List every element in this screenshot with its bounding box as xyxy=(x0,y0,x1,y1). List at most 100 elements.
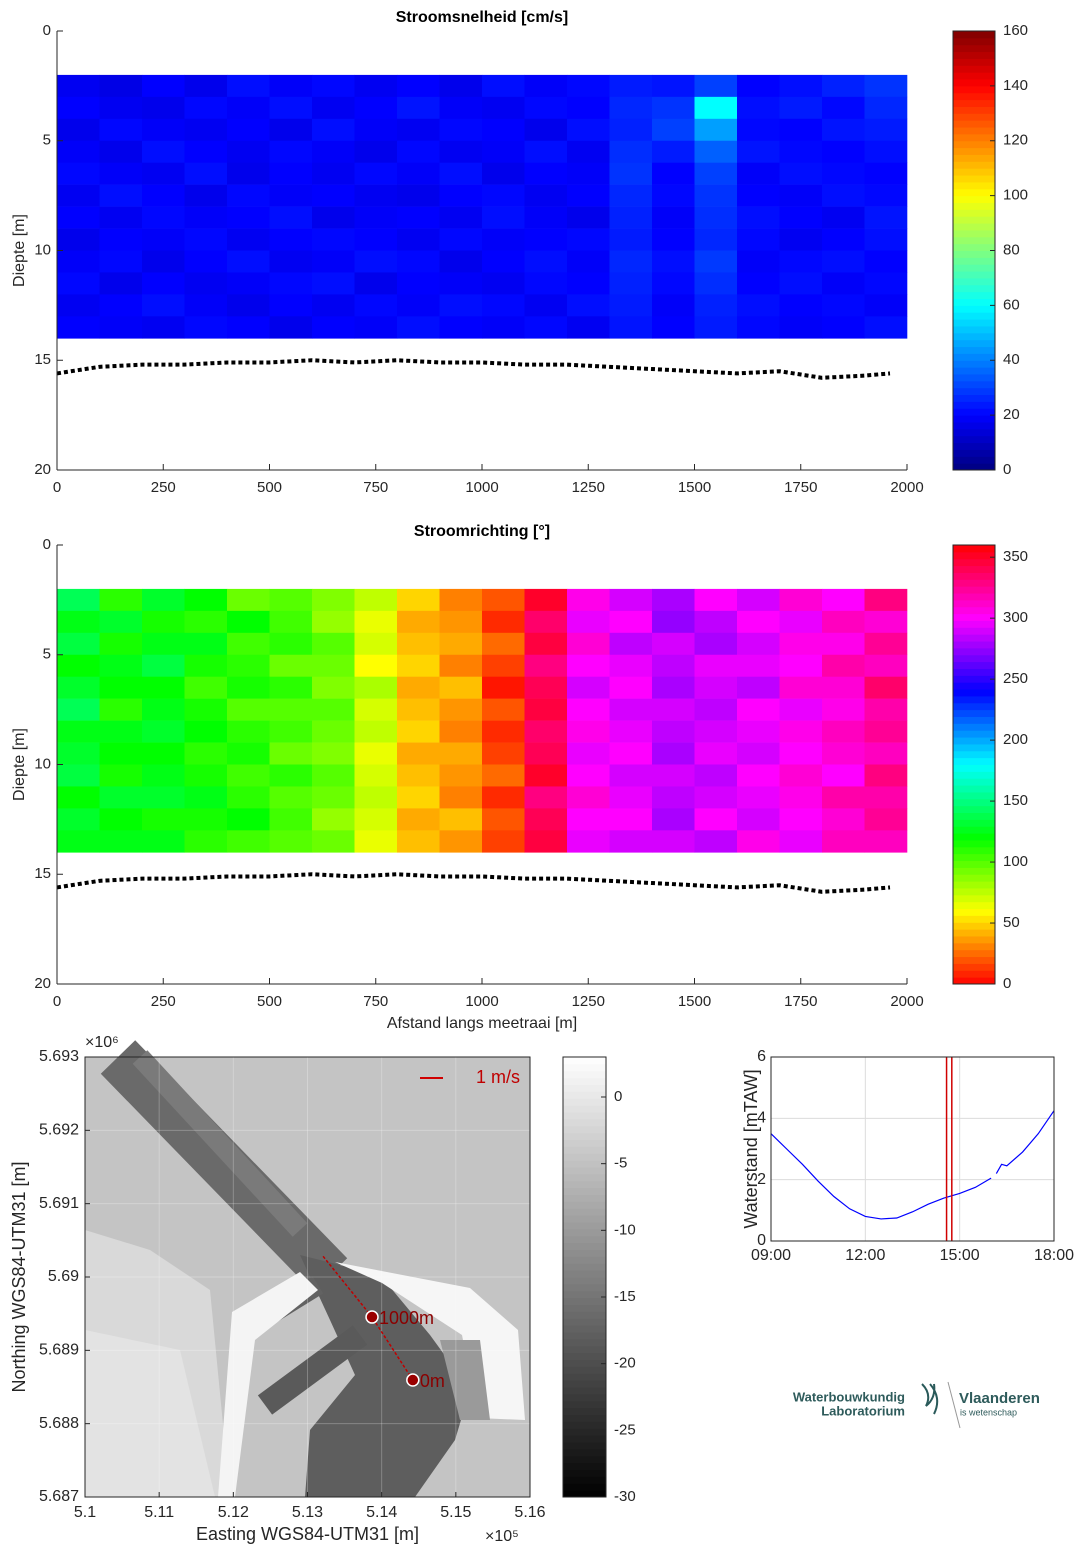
colorbar-swatch xyxy=(563,1132,606,1140)
colorbar-swatch xyxy=(953,387,995,396)
heatmap-cell xyxy=(779,632,823,656)
colorbar-swatch xyxy=(953,565,995,573)
colorbar-swatch xyxy=(563,1215,606,1223)
heatmap-cell xyxy=(609,698,653,721)
colorbar-swatch xyxy=(953,380,995,389)
heatmap-cell xyxy=(524,316,568,339)
y-tick-label: 0 xyxy=(43,536,51,553)
heatmap-cell xyxy=(864,250,908,273)
heatmap-cell xyxy=(482,786,525,809)
heatmap-cell xyxy=(184,294,228,317)
heatmap-cell xyxy=(524,720,568,743)
heatmap-cell xyxy=(269,698,313,721)
colorbar-swatch xyxy=(953,161,995,169)
heatmap-cell xyxy=(567,272,610,295)
heatmap-cell xyxy=(694,184,738,207)
heatmap-cell xyxy=(652,742,695,765)
colorbar-swatch xyxy=(953,154,995,162)
colorbar-swatch xyxy=(953,79,995,87)
colorbar-swatch xyxy=(953,647,995,656)
colorbar-swatch xyxy=(953,819,995,827)
colorbar-tick-label: 200 xyxy=(1003,731,1028,748)
colorbar-swatch xyxy=(953,826,995,834)
heatmap-cell xyxy=(609,272,653,295)
colorbar-swatch xyxy=(563,1290,606,1299)
colorbar-swatch xyxy=(563,1442,606,1450)
heatmap-cell xyxy=(184,184,228,207)
heatmap-cell xyxy=(142,228,185,251)
heatmap-cell xyxy=(99,250,143,273)
colorbar-swatch xyxy=(953,798,995,807)
heatmap-cell xyxy=(609,162,653,185)
axes-box xyxy=(770,1056,1055,1242)
heatmap-cell xyxy=(142,698,185,721)
colorbar-swatch xyxy=(563,1228,606,1237)
heatmap-cell xyxy=(99,698,143,721)
colorbar-swatch xyxy=(953,216,995,224)
colorbar-swatch xyxy=(953,791,995,800)
heatmap-cell xyxy=(99,808,143,831)
heatmap-cell xyxy=(864,610,908,634)
heatmap-cell xyxy=(609,764,653,787)
colorbar-swatch xyxy=(953,867,995,875)
heatmap-cell xyxy=(397,162,440,185)
heatmap-cell xyxy=(184,764,228,787)
heatmap-cell xyxy=(652,184,695,207)
heatmap-cell xyxy=(227,162,270,185)
colorbar-swatch xyxy=(953,730,995,738)
heatmap-cell xyxy=(439,588,483,612)
heatmap-cell xyxy=(57,654,100,677)
heatmap-cell xyxy=(312,808,355,831)
heatmap-cell xyxy=(312,654,355,677)
heatmap-cell xyxy=(142,764,185,787)
heatmap-cell xyxy=(439,720,483,743)
colorbar-swatch xyxy=(953,175,995,183)
colorbar-tick-label: 80 xyxy=(1003,241,1020,258)
heatmap-cell xyxy=(354,632,398,656)
heatmap-cell xyxy=(567,250,610,273)
heatmap-cell xyxy=(779,140,823,163)
heatmap-cell xyxy=(482,140,525,163)
heatmap-cell xyxy=(779,74,823,98)
heatmap-cell xyxy=(269,206,313,229)
heatmap-cell xyxy=(567,698,610,721)
colorbar-swatch xyxy=(563,1345,606,1354)
colorbar-swatch xyxy=(953,449,995,457)
heatmap-cell xyxy=(737,96,780,120)
heatmap-cell xyxy=(609,808,653,831)
colorbar-swatch xyxy=(953,750,995,759)
y-axis-label: Diepte [m] xyxy=(11,728,28,801)
heatmap-cell xyxy=(99,786,143,809)
heatmap-cell xyxy=(397,294,440,317)
heatmap-cell xyxy=(822,250,865,273)
heatmap-cell xyxy=(439,764,483,787)
y-tick-label: 5.687 xyxy=(39,1488,79,1505)
heatmap-cell xyxy=(354,206,398,229)
heatmap-cell xyxy=(227,654,270,677)
y-tick-label: 2 xyxy=(757,1171,766,1188)
heatmap-cell xyxy=(354,272,398,295)
colorbar-tick-label: 20 xyxy=(1003,406,1020,423)
heatmap-cell xyxy=(652,764,695,787)
heatmap-cell xyxy=(439,96,483,120)
heatmap-cell xyxy=(269,118,313,142)
heatmap-cell xyxy=(567,786,610,809)
heatmap-cell xyxy=(737,808,780,831)
colorbar-swatch xyxy=(953,874,995,882)
heatmap-cell xyxy=(312,228,355,251)
heatmap-cell xyxy=(609,250,653,273)
heatmap-cell xyxy=(142,588,185,612)
heatmap-cell xyxy=(609,96,653,120)
colorbar-swatch xyxy=(953,545,995,553)
colorbar-swatch xyxy=(563,1387,606,1395)
colorbar-swatch xyxy=(953,140,995,149)
heatmap-cell xyxy=(99,184,143,207)
heatmap-cell xyxy=(609,316,653,339)
heatmap-cell xyxy=(184,272,228,295)
colorbar-tick-label: 150 xyxy=(1003,792,1028,809)
colorbar-tick-label: 160 xyxy=(1003,22,1028,39)
heatmap-cell xyxy=(482,272,525,295)
x-axis-label: Easting WGS84-UTM31 [m] xyxy=(196,1524,419,1544)
y-tick-label: 5.69 xyxy=(48,1268,79,1285)
colorbar-swatch xyxy=(953,243,995,251)
